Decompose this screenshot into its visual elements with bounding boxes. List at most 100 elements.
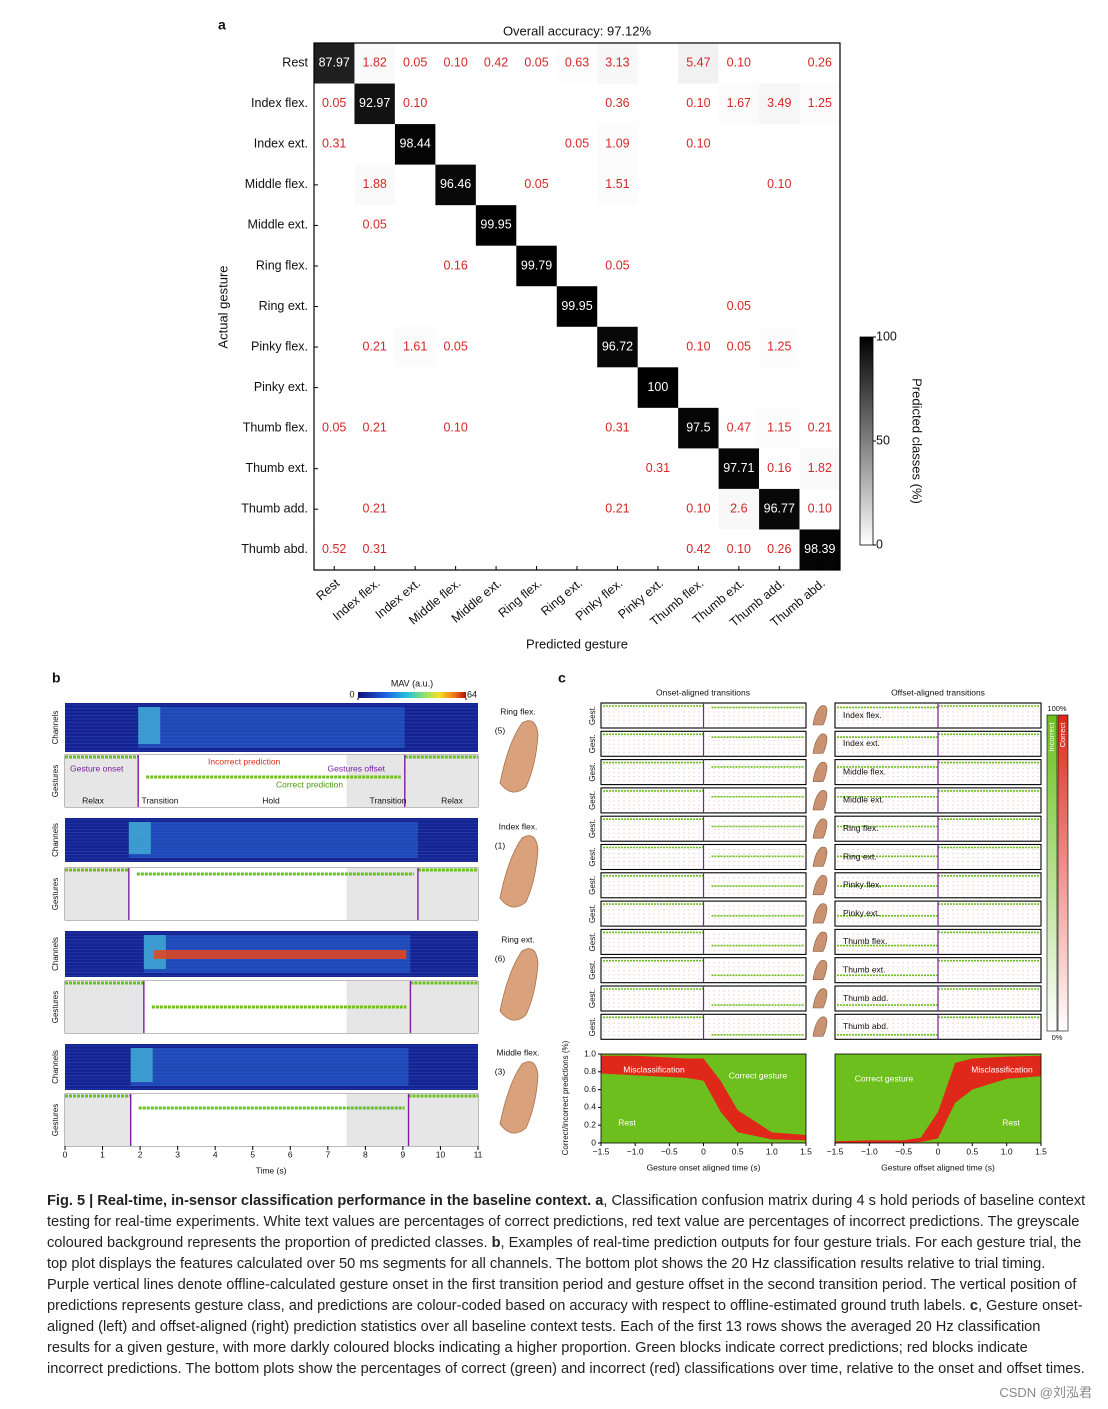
gesture-number: (6) (495, 953, 506, 963)
heatmap-cell (718, 529, 760, 570)
heatmap-cell (314, 124, 355, 165)
heatmap-cell (516, 43, 557, 84)
caption-title: Fig. 5 | Real-time, in-sensor classifica… (47, 1193, 592, 1209)
heatmap-cell (678, 529, 719, 570)
heatmap-cell (556, 286, 598, 327)
y-axis-label: Gest. (588, 989, 597, 1008)
y-axis-label: Actual gesture (215, 265, 230, 348)
colorbar-tick-label: 0 (876, 537, 883, 551)
heatmap-cell (394, 124, 436, 165)
heatmap-cell (597, 83, 638, 125)
heatmap-cell (556, 43, 598, 84)
cell-label: 1.82 (363, 56, 387, 70)
heatmap-cell (718, 448, 760, 489)
colorbar (1057, 714, 1069, 1032)
heatmap-cell (597, 245, 638, 287)
gesture-name: Ring ext. (843, 851, 877, 861)
heatmap-cell (718, 83, 760, 125)
hand-illustration (499, 835, 539, 908)
cell-label: 0.31 (605, 420, 629, 434)
cell-label: 0.21 (605, 501, 629, 515)
cell-label: 100 (647, 380, 668, 394)
y-tick-label: Index ext. (254, 137, 308, 151)
hold-area (130, 1094, 347, 1146)
y-tick-label: Pinky flex. (251, 339, 308, 353)
x-tick-label: 10 (436, 1149, 446, 1159)
cell-label: 1.82 (808, 461, 832, 475)
cell-label: 0.10 (686, 96, 710, 110)
cell-label: 0.10 (686, 339, 710, 353)
cell-label: 98.39 (804, 542, 835, 556)
annotation: Correct gesture (729, 1070, 788, 1080)
heatmap-cell (354, 43, 395, 84)
x-tick-label: 2 (138, 1149, 143, 1159)
gesture-name: Index ext. (843, 738, 880, 748)
cell-label: 1.25 (808, 96, 832, 110)
heatmap-cell (759, 529, 800, 570)
y-axis-label: Gest. (588, 819, 597, 838)
activity-burst (138, 707, 161, 744)
colorbar-tick-label: 0 (349, 689, 354, 699)
hand-icon (812, 1016, 828, 1037)
cell-label: 0.21 (363, 420, 387, 434)
heatmap-cell (394, 326, 436, 368)
x-tick-label: −1.0 (627, 1146, 644, 1156)
heatmap-cell (759, 326, 800, 368)
y-tick-label: Middle flex. (245, 177, 308, 191)
cell-label: 0.10 (808, 501, 832, 515)
heatmap-cell (718, 488, 760, 530)
cell-label: 96.72 (602, 339, 633, 353)
x-axis-label: Gesture onset aligned time (s) (647, 1162, 761, 1172)
caption-label: a (595, 1193, 604, 1209)
colorbar (859, 336, 874, 546)
y-axis-label: Channels (51, 711, 60, 745)
cell-label: 0.31 (646, 461, 670, 475)
cell-label: 0.05 (605, 258, 629, 272)
y-axis-label: Correct/incorrect predictions (%) (561, 1040, 570, 1155)
x-tick-label: 3 (175, 1149, 180, 1159)
cell-label: 0.42 (686, 542, 710, 556)
colorbar-label: Incorrect (1047, 722, 1056, 752)
heatmap-cell (718, 286, 760, 327)
y-axis-label: Gestures (51, 878, 60, 910)
x-tick-label: 4 (213, 1149, 218, 1159)
x-axis-label: Time (s) (256, 1165, 287, 1175)
caption-label: c (969, 1298, 979, 1314)
gesture-name: Pinky ext. (843, 908, 880, 918)
caption-text: , Gesture onset-aligned (left) and offse… (47, 1298, 1085, 1377)
hand-illustration (499, 720, 539, 793)
x-tick-label: 1.5 (1035, 1146, 1047, 1156)
heatmap-cell (516, 164, 557, 206)
activity-hot (153, 950, 407, 959)
y-tick-label: Index flex. (251, 96, 308, 110)
heatmap-cell (799, 407, 840, 449)
heatmap-cell (799, 83, 840, 125)
y-tick-label: Thumb ext. (245, 461, 308, 475)
x-tick-label: 0.5 (966, 1146, 978, 1156)
annotation: Rest (618, 1117, 636, 1127)
cell-label: 1.15 (767, 420, 791, 434)
cell-label: 99.79 (521, 258, 552, 272)
heatmap-cell (678, 83, 719, 125)
rest-area (601, 1073, 806, 1143)
heatmap-cell (597, 407, 638, 449)
hand-icon (812, 818, 828, 839)
y-axis-label: Gest. (588, 961, 597, 980)
annotation: Correct gesture (855, 1073, 914, 1083)
y-axis-label: Gestures (51, 991, 60, 1023)
y-tick-label: Thumb flex. (243, 420, 308, 434)
y-axis-label: Gest. (588, 904, 597, 923)
x-tick-label: −1.5 (593, 1146, 610, 1156)
annotation: Gesture onset (70, 763, 124, 773)
cell-label: 0.21 (363, 501, 387, 515)
phase-label: Transition (141, 795, 178, 805)
hand-icon (812, 846, 828, 867)
colorbar-tick-label: 100% (1047, 704, 1067, 713)
cell-label: 0.05 (524, 56, 548, 70)
activity-band (138, 707, 405, 748)
activity-band (130, 1048, 409, 1086)
heatmap-cell (799, 448, 840, 489)
gesture-name: Middle flex. (843, 766, 886, 776)
gesture-number: (3) (495, 1066, 506, 1076)
x-tick-label: 5 (250, 1149, 255, 1159)
